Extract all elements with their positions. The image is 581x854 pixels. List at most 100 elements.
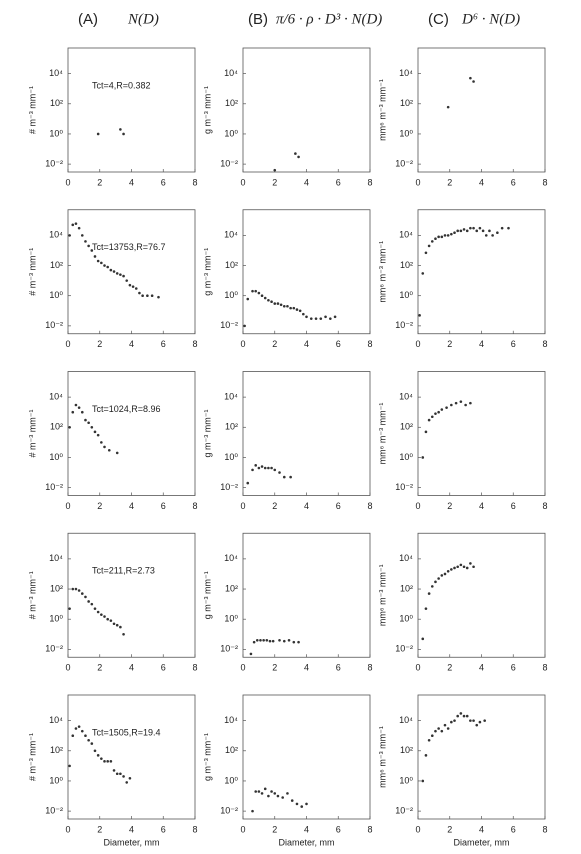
column-formula: N(D) [127,11,159,27]
data-point [270,466,273,470]
data-point [77,725,81,728]
plot-frame [242,47,371,173]
data-point [472,719,475,722]
x-tick-label: 2 [97,501,102,511]
data-point [119,625,122,629]
data-point [459,229,463,233]
y-tick-label: 10⁴ [399,391,413,401]
data-point [246,481,250,485]
data-point [131,285,135,288]
y-axis-label: # m⁻³ mm⁻¹ [27,571,37,619]
data-point [254,289,257,293]
x-tick-label: 2 [97,177,102,187]
data-point [427,244,431,248]
plot-frame [67,532,196,658]
data-point [71,410,75,414]
data-point [112,270,116,273]
data-point [462,714,466,718]
y-tick-label: 10⁴ [399,715,413,725]
data-point [456,229,459,233]
data-point [491,234,494,237]
data-point [297,640,300,644]
data-point [271,639,275,643]
data-point [267,466,270,470]
x-tick-label: 0 [415,339,420,349]
data-point [74,587,78,591]
data-point [305,802,308,806]
data-point [71,223,75,227]
x-tick-label: 6 [511,663,516,673]
plot-frame [417,694,546,820]
data-point [450,568,453,571]
data-point [84,418,87,422]
data-point [96,610,100,614]
data-point [273,468,277,472]
data-point [254,464,257,467]
data-point [488,229,491,233]
data-point [456,565,459,569]
data-point [475,723,479,727]
y-tick-label: 10⁴ [49,391,63,401]
data-point [138,291,141,295]
data-point [273,168,277,172]
data-point [290,799,294,802]
y-tick-label: 10² [225,260,238,270]
data-point [440,574,444,577]
data-point [450,720,453,724]
data-point [469,401,472,405]
plot-frame [242,694,371,820]
data-point [430,240,434,243]
x-tick-label: 8 [367,501,372,511]
y-tick-label: 10⁻² [220,482,238,492]
plot-frame [242,209,371,335]
data-point [427,418,431,422]
data-point [440,729,444,733]
plot-frame [67,371,196,496]
data-point [418,314,421,317]
x-tick-label: 8 [192,339,197,349]
data-point [459,563,463,567]
data-point [71,734,75,738]
data-point [456,714,459,718]
data-point [100,613,103,616]
plot-frame [417,532,546,658]
x-tick-label: 8 [542,501,547,511]
x-tick-label: 8 [367,824,372,834]
data-point [100,441,103,444]
x-tick-label: 8 [192,501,197,511]
plot-frame [417,209,546,335]
y-tick-label: 10² [225,98,238,108]
data-point [263,466,267,470]
data-point [87,600,90,603]
data-point [262,638,265,642]
data-point [282,639,286,643]
x-tick-label: 8 [367,177,372,187]
data-point [462,565,466,569]
data-point [119,273,122,276]
plot-frame [242,371,371,496]
data-point [475,229,479,233]
x-tick-label: 0 [415,824,420,834]
x-tick-label: 0 [240,501,245,511]
y-tick-label: 10⁴ [224,230,238,240]
data-point [297,155,300,159]
data-point [278,638,281,642]
data-point [74,403,78,407]
y-axis-label: mm⁶ m⁻³ mm⁻¹ [377,79,387,141]
data-point [446,727,450,730]
data-point [96,259,100,263]
data-point [260,465,264,468]
data-point [68,234,71,237]
y-tick-label: 10⁴ [224,68,238,78]
data-point [77,406,81,409]
annotation: Tct=1505,R=19.4 [92,727,161,737]
x-tick-label: 0 [240,663,245,673]
data-point [329,317,332,320]
data-point [276,302,280,305]
data-point [430,734,434,738]
y-tick-label: 10⁰ [49,290,63,300]
data-point [122,132,125,136]
data-point [141,294,144,298]
data-point [434,237,437,241]
x-tick-label: 0 [65,501,70,511]
